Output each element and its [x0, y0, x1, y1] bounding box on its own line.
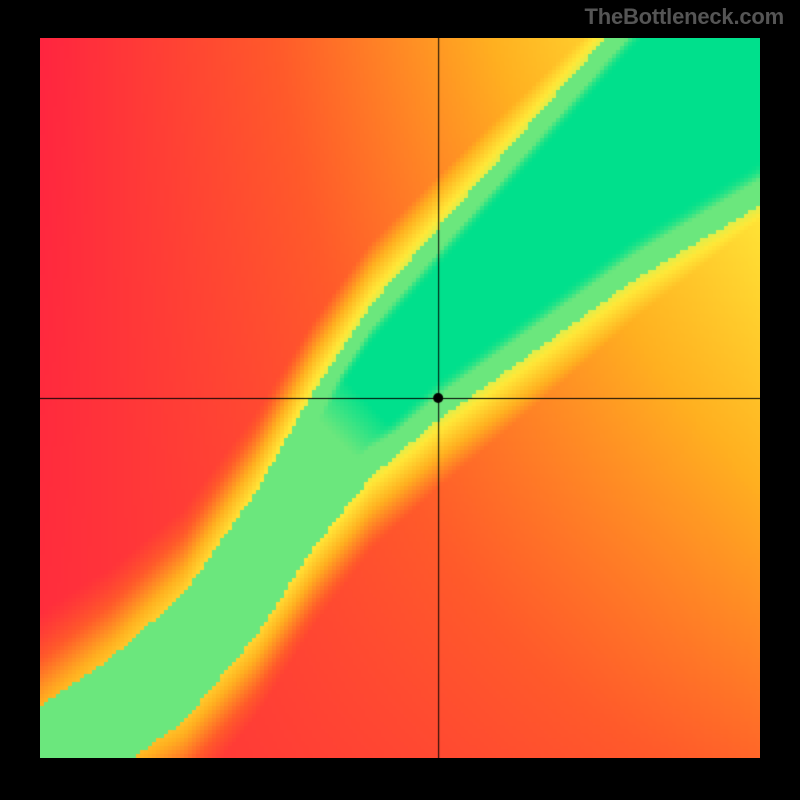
plot-frame [40, 38, 760, 758]
heatmap-canvas [40, 38, 760, 758]
watermark-text: TheBottleneck.com [584, 4, 784, 30]
chart-container: TheBottleneck.com [0, 0, 800, 800]
